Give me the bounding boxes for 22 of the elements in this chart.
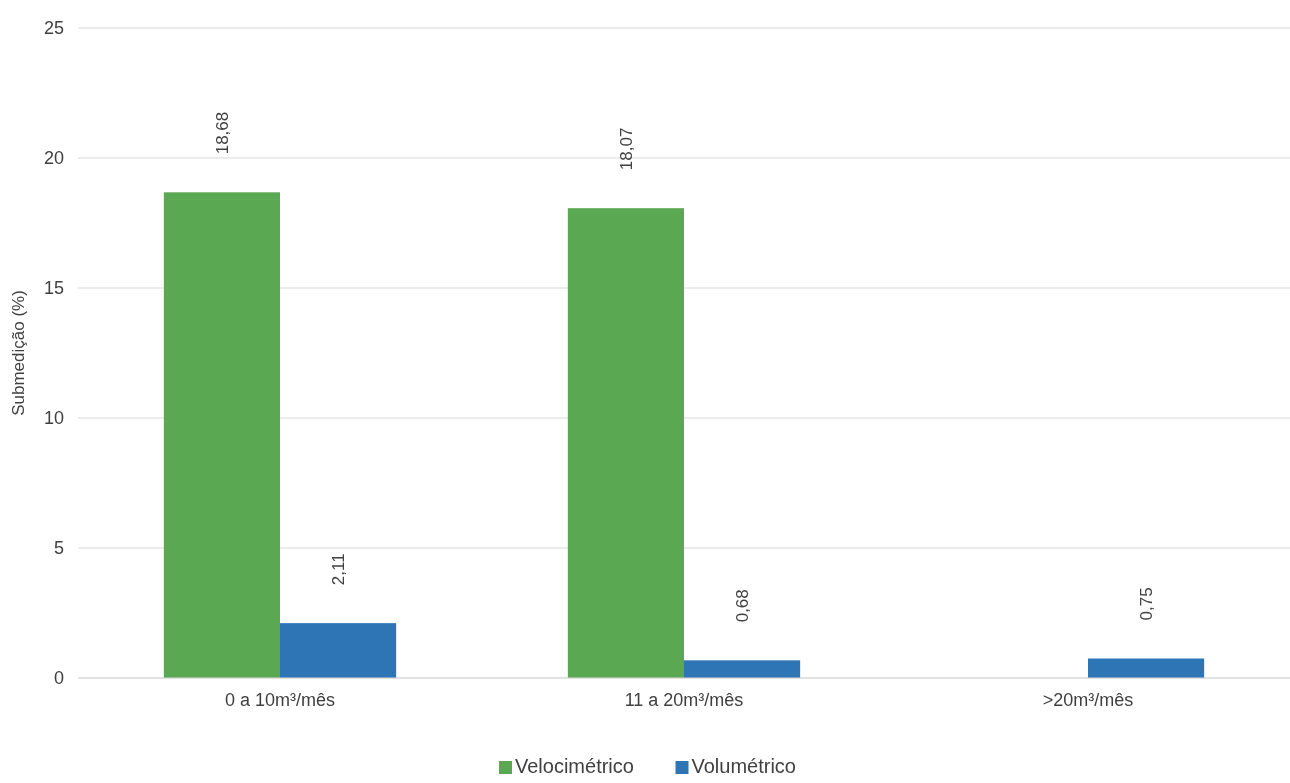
data-label: 0,68 [733, 589, 753, 623]
bar [1088, 658, 1205, 678]
bar [280, 623, 397, 678]
y-tick-label: 20 [43, 148, 64, 169]
bar [163, 192, 280, 678]
data-label: 18,68 [212, 111, 232, 155]
y-tick-label: 10 [43, 408, 64, 429]
y-tick-label: 15 [43, 278, 64, 299]
data-label: 0,75 [1137, 587, 1157, 621]
y-tick-label: 25 [43, 18, 64, 39]
data-label: 2,11 [329, 553, 349, 586]
data-label: 18,07 [616, 127, 636, 171]
y-tick-label: 5 [53, 538, 64, 559]
legend-label: Volumétrico [691, 755, 796, 777]
x-tick-label: 11 a 20m³/mês [624, 690, 744, 710]
bar [684, 660, 801, 678]
legend-label: Velocimétrico [515, 755, 634, 777]
x-tick-label: >20m³/mês [1042, 690, 1134, 710]
y-axis-title: Submedição (%) [9, 290, 28, 416]
bar [567, 208, 684, 678]
x-tick-label: 0 a 10m³/mês [224, 690, 336, 710]
y-tick-label: 0 [53, 668, 64, 689]
